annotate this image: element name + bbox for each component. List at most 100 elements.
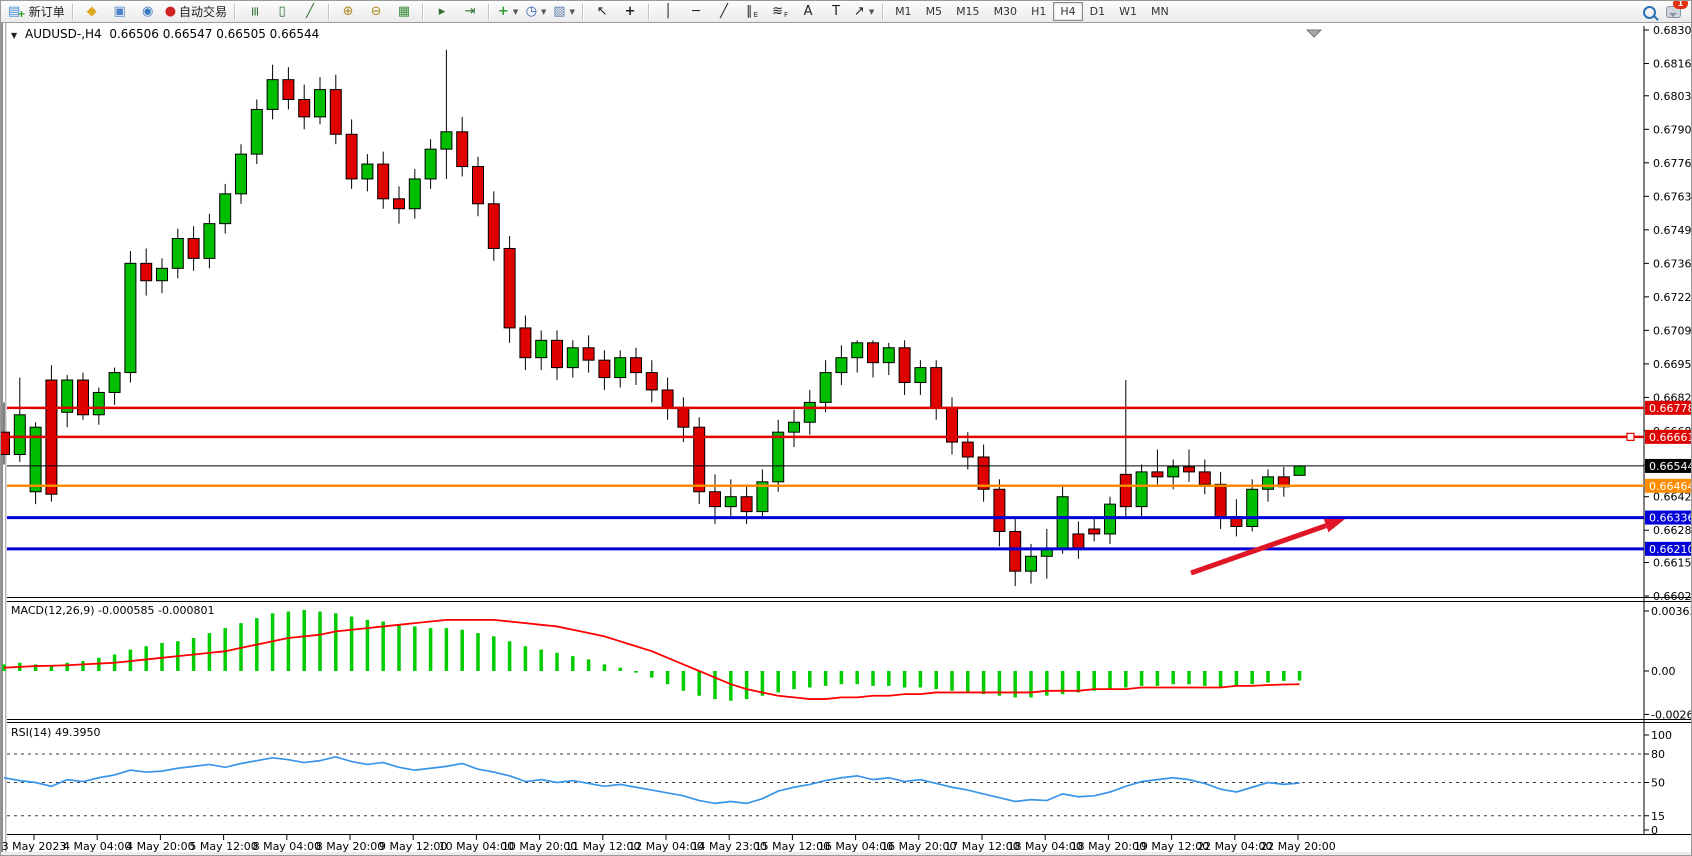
candle [1151,471,1164,478]
fibonacci-button[interactable]: ≋ F [766,2,794,22]
periods-button[interactable]: ◷ ▼ [522,2,550,22]
news-button[interactable]: ◉ [134,2,162,22]
candle [1088,528,1101,535]
candle [788,421,800,433]
search-icon[interactable] [1643,5,1656,19]
zoom-out-button[interactable]: ⊖ [362,2,390,22]
vertical-line-button[interactable]: │ [654,2,682,22]
cursor-button[interactable]: ↖ [588,2,616,22]
macd-histogram-bar [428,628,433,671]
candle [13,414,26,456]
macd-histogram-bar [1218,671,1223,688]
timeframe-m1[interactable]: M1 [895,5,912,18]
community-button[interactable]: ▣ [106,2,134,22]
horizontal-line-button[interactable]: ─ [682,2,710,22]
macd-histogram-bar [460,629,464,671]
time-tick-label: 3 May 2023 [2,840,67,853]
trendline-button[interactable]: ╱ [710,2,738,22]
timeframe-d1[interactable]: D1 [1089,5,1106,18]
candle [61,379,74,413]
macd-histogram-bar [650,671,654,678]
timeframe-mn[interactable]: MN [1150,5,1169,18]
timeframe-m15[interactable]: M15 [956,5,980,18]
rsi-scale-label: 0 [1651,824,1658,837]
candle [677,406,690,428]
template-button[interactable]: ▨ ▼ [550,2,578,22]
hline-selection-handle[interactable] [1626,432,1635,441]
price-tick-label: 0.68165 [1653,58,1692,71]
macd-name: MACD(12,26,9) [11,604,95,617]
glyph-subscript: E [753,11,759,19]
dropdown-caret-icon: ▼ [868,7,875,16]
timeframe-h1[interactable]: H1 [1031,5,1047,18]
macd-histogram-bar [318,611,322,671]
candle [235,153,247,195]
zoom-in-icon: ⊕ [342,4,354,19]
trend-arrow-head[interactable] [1323,519,1345,533]
auto-trading-button[interactable]: ● 自动交易 [162,2,230,22]
auto-scroll-icon: ▸ [438,4,446,19]
candles-layer [1,49,1306,587]
crosshair-button[interactable]: + [616,2,644,22]
text-icon: A [803,4,813,19]
add-indicator-button[interactable]: + ▼ [494,2,522,22]
auto-trading-icon: ● [164,4,177,19]
candle [1135,471,1148,508]
new-order-icon: ▤ [8,4,21,19]
candle [329,89,342,135]
new-order-button[interactable]: ▤ + 新订单 [5,2,68,22]
arrows-tool-button[interactable]: ↗ ▼ [850,2,878,22]
chart-shift-marker[interactable] [1305,29,1323,38]
timeframe-toolbar: M1 M5 M15 M30 H1 H4 D1 W1 MN [888,2,1176,21]
candle [250,108,263,155]
macd-histogram-bar [1203,671,1207,686]
chart-dropdown-icon[interactable]: ▼ [11,31,18,40]
candle [914,367,927,384]
arrows-tool-icon: ↗ [853,4,865,19]
toolbar-separator [71,3,74,20]
macd-histogram-bar [1250,671,1254,685]
macd-histogram-bar [302,609,306,671]
candle [693,426,706,493]
candle [266,79,279,110]
timeframe-m30[interactable]: M30 [993,5,1018,18]
text-label-button[interactable]: T [822,2,850,22]
macd-histogram-bar [602,664,607,671]
macd-histogram-bar [586,659,591,671]
toolbar-group: ▸ ⇥ [428,1,484,23]
support-line-blue-1-badge [1645,510,1691,525]
chat-button[interactable]: 1 [1666,1,1688,22]
macd-histogram-bar [476,633,480,671]
metaeditor-button[interactable]: ◆ [78,2,106,22]
timeframe-h4[interactable]: H4 [1053,2,1083,21]
macd-histogram-bar [792,671,796,690]
auto-scroll-button[interactable]: ▸ [428,2,456,22]
macd-histogram-bar [887,671,891,686]
candle [1009,530,1022,572]
candle [582,347,595,361]
time-tick-label: 10 May 20:00 [502,840,577,853]
time-tick-label: 5 May 12:00 [189,840,257,853]
time-tick-label: 4 May 20:00 [126,840,194,853]
bar-chart-button[interactable]: ≡ [240,2,268,22]
trend-arrow-shaft[interactable] [1190,523,1327,576]
support-line-orange-badge-label: 0.66464 [1649,480,1692,493]
candle [1056,496,1069,550]
timeframe-w1[interactable]: W1 [1119,5,1137,18]
zoom-in-button[interactable]: ⊕ [334,2,362,22]
equidistant-channel-button[interactable]: ∥ E [738,2,766,22]
rsi-layer: 100 80 50 150 [3,729,1672,837]
ohlc-low: 0.66505 [216,27,266,41]
text-button[interactable]: A [794,2,822,22]
line-chart-button[interactable]: ╱ [296,2,324,22]
timeframe-m5[interactable]: M5 [925,5,943,18]
price-tick-label: 0.67495 [1653,224,1692,237]
candlestick-chart-button[interactable]: ▯ [268,2,296,22]
tile-windows-button[interactable]: ▦ [390,2,418,22]
macd-histogram-bar [681,671,686,691]
time-tick-label: 8 May 20:00 [316,840,384,853]
chart-shift-button[interactable]: ⇥ [456,2,484,22]
macd-histogram-bar [1013,671,1017,698]
price-tick-label: 0.68035 [1653,90,1692,103]
